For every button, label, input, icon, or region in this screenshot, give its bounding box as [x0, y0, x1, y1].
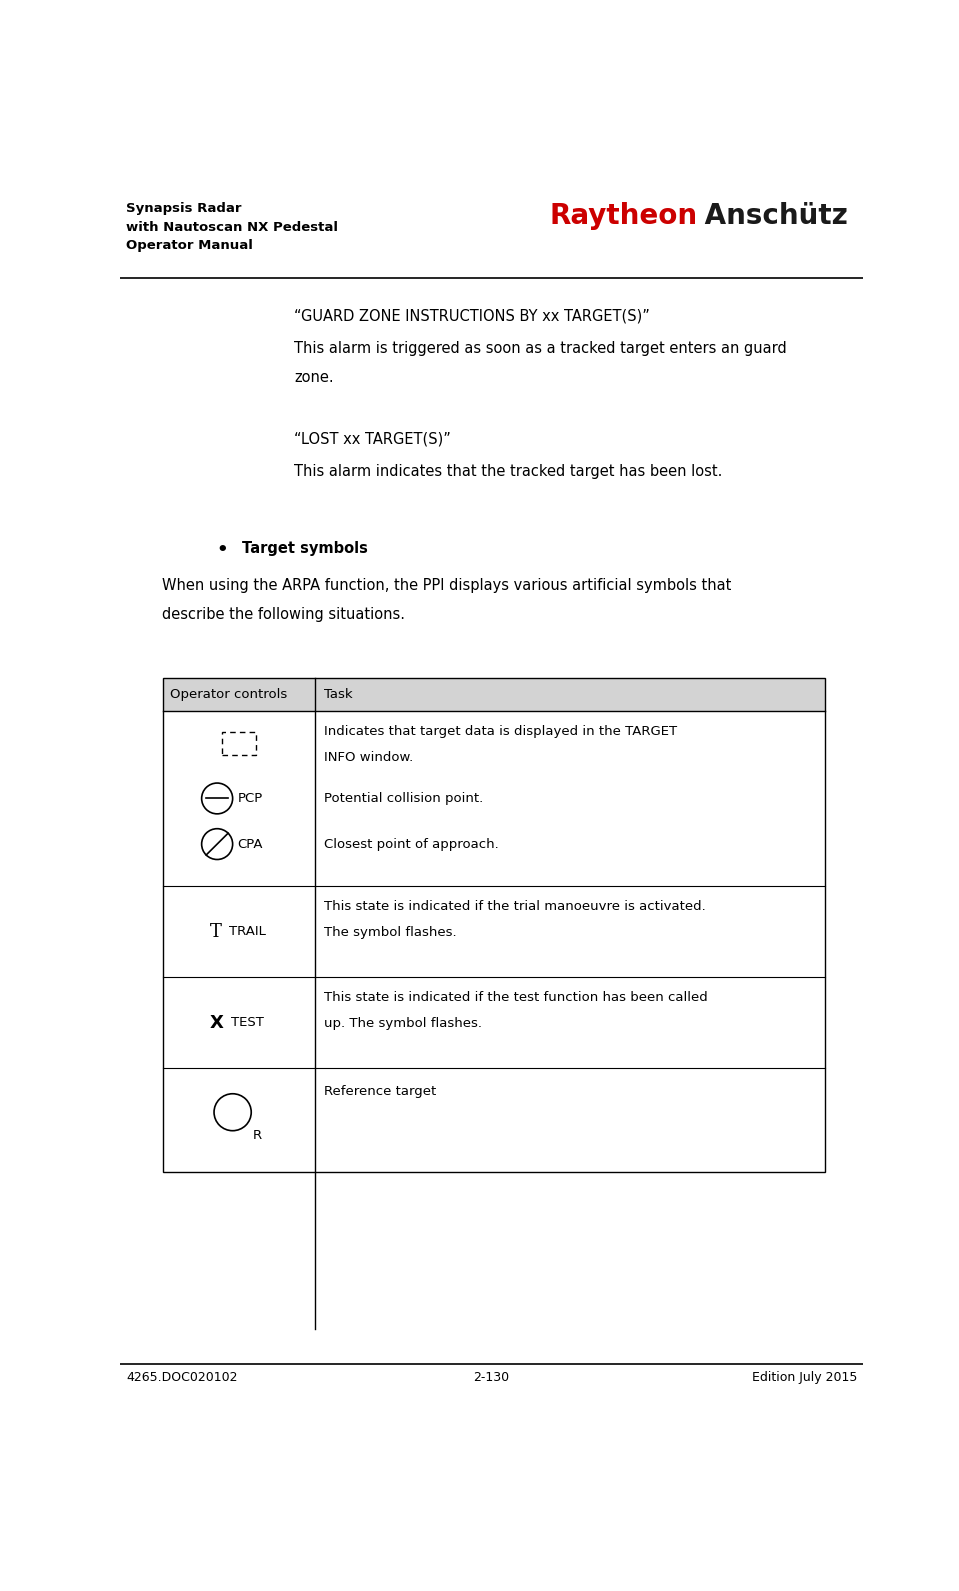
Text: The symbol flashes.: The symbol flashes. [324, 926, 457, 939]
Text: zone.: zone. [294, 371, 334, 385]
Text: 4265.DOC020102: 4265.DOC020102 [126, 1371, 238, 1384]
Bar [162, 678, 825, 711]
Text: This alarm indicates that the tracked target has been lost.: This alarm indicates that the tracked ta… [294, 465, 723, 479]
Text: TEST: TEST [231, 1017, 264, 1029]
Text: INFO window.: INFO window. [324, 751, 413, 764]
Text: This state is indicated if the test function has been called: This state is indicated if the test func… [324, 991, 709, 1004]
Text: PCP: PCP [237, 792, 263, 805]
Text: Synapsis Radar: Synapsis Radar [126, 202, 242, 215]
Text: “LOST xx TARGET(S)”: “LOST xx TARGET(S)” [294, 431, 451, 447]
Bar [162, 678, 825, 1173]
Text: •: • [217, 541, 228, 560]
Bar [222, 732, 256, 756]
Text: X: X [209, 1013, 223, 1031]
Text: When using the ARPA function, the PPI displays various artificial symbols that: When using the ARPA function, the PPI di… [162, 578, 732, 593]
Text: “GUARD ZONE INSTRUCTIONS BY xx TARGET(S)”: “GUARD ZONE INSTRUCTIONS BY xx TARGET(S)… [294, 309, 650, 323]
Text: Potential collision point.: Potential collision point. [324, 792, 483, 805]
Text: describe the following situations.: describe the following situations. [162, 608, 406, 622]
Text: Indicates that target data is displayed in the TARGET: Indicates that target data is displayed … [324, 724, 678, 738]
Text: Anschütz: Anschütz [695, 202, 848, 231]
Text: This state is indicated if the trial manoeuvre is activated.: This state is indicated if the trial man… [324, 901, 706, 913]
Text: CPA: CPA [237, 837, 263, 851]
Text: R: R [253, 1130, 262, 1142]
Text: Closest point of approach.: Closest point of approach. [324, 838, 500, 851]
Text: T: T [209, 923, 222, 940]
Text: This alarm is triggered as soon as a tracked target enters an guard: This alarm is triggered as soon as a tra… [294, 340, 787, 356]
Text: TRAIL: TRAIL [229, 924, 266, 939]
Text: up. The symbol flashes.: up. The symbol flashes. [324, 1017, 482, 1029]
Text: Raytheon: Raytheon [550, 202, 698, 231]
Text: Operator Manual: Operator Manual [126, 239, 253, 251]
Text: Reference target: Reference target [324, 1085, 436, 1098]
Text: Operator controls: Operator controls [171, 687, 288, 702]
Text: with Nautoscan NX Pedestal: with Nautoscan NX Pedestal [126, 221, 339, 234]
Text: Edition July 2015: Edition July 2015 [752, 1371, 857, 1384]
Text: 2-130: 2-130 [474, 1371, 509, 1384]
Text: Target symbols: Target symbols [243, 541, 368, 557]
Text: Task: Task [324, 687, 353, 702]
